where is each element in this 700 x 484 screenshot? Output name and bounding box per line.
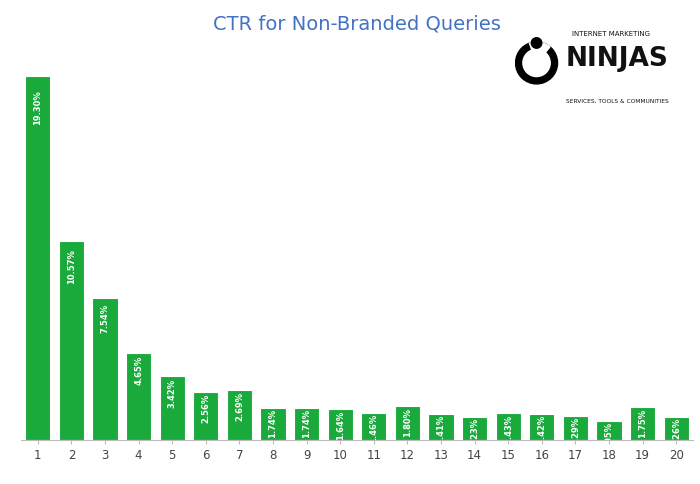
Bar: [428, 414, 454, 440]
Circle shape: [523, 49, 550, 76]
Text: 1.42%: 1.42%: [538, 415, 546, 444]
Text: 1.46%: 1.46%: [370, 414, 378, 443]
Bar: [25, 76, 50, 440]
Bar: [328, 409, 353, 440]
Bar: [664, 417, 689, 440]
Text: INTERNET MARKETING: INTERNET MARKETING: [572, 31, 650, 37]
Text: 4.65%: 4.65%: [134, 356, 143, 385]
Bar: [462, 417, 487, 440]
Text: SERVICES, TOOLS & COMMUNITIES: SERVICES, TOOLS & COMMUNITIES: [566, 99, 668, 104]
Text: 10.57%: 10.57%: [67, 249, 76, 284]
Bar: [260, 408, 286, 440]
Bar: [294, 408, 319, 440]
Bar: [395, 407, 420, 440]
Text: 1.64%: 1.64%: [336, 411, 344, 440]
Text: 1.74%: 1.74%: [302, 409, 311, 438]
Bar: [160, 376, 185, 440]
Bar: [227, 390, 252, 440]
Bar: [59, 241, 84, 440]
Bar: [596, 421, 622, 440]
Wedge shape: [529, 42, 550, 52]
Text: 1.05%: 1.05%: [605, 422, 613, 451]
Text: 3.42%: 3.42%: [168, 378, 176, 408]
Bar: [563, 416, 588, 440]
Text: 7.54%: 7.54%: [101, 303, 109, 333]
Bar: [361, 413, 386, 440]
Bar: [193, 392, 218, 440]
Bar: [126, 352, 151, 440]
Text: 1.23%: 1.23%: [470, 418, 479, 447]
Text: 1.74%: 1.74%: [269, 409, 277, 438]
Text: 2.69%: 2.69%: [235, 392, 244, 421]
Text: 1.75%: 1.75%: [638, 408, 647, 438]
Bar: [529, 414, 554, 440]
Text: 1.43%: 1.43%: [504, 414, 512, 444]
Text: 1.41%: 1.41%: [437, 415, 445, 444]
Text: NINJAS: NINJAS: [566, 46, 668, 72]
Bar: [496, 413, 521, 440]
Text: 1.26%: 1.26%: [672, 418, 680, 447]
Text: 19.30%: 19.30%: [34, 91, 42, 125]
Title: CTR for Non-Branded Queries: CTR for Non-Branded Queries: [213, 15, 501, 34]
Text: 2.56%: 2.56%: [202, 394, 210, 423]
Bar: [630, 408, 655, 440]
Bar: [92, 298, 118, 440]
Circle shape: [515, 42, 557, 84]
Text: 1.80%: 1.80%: [403, 408, 412, 437]
Circle shape: [531, 38, 542, 48]
Text: 1.29%: 1.29%: [571, 417, 580, 446]
